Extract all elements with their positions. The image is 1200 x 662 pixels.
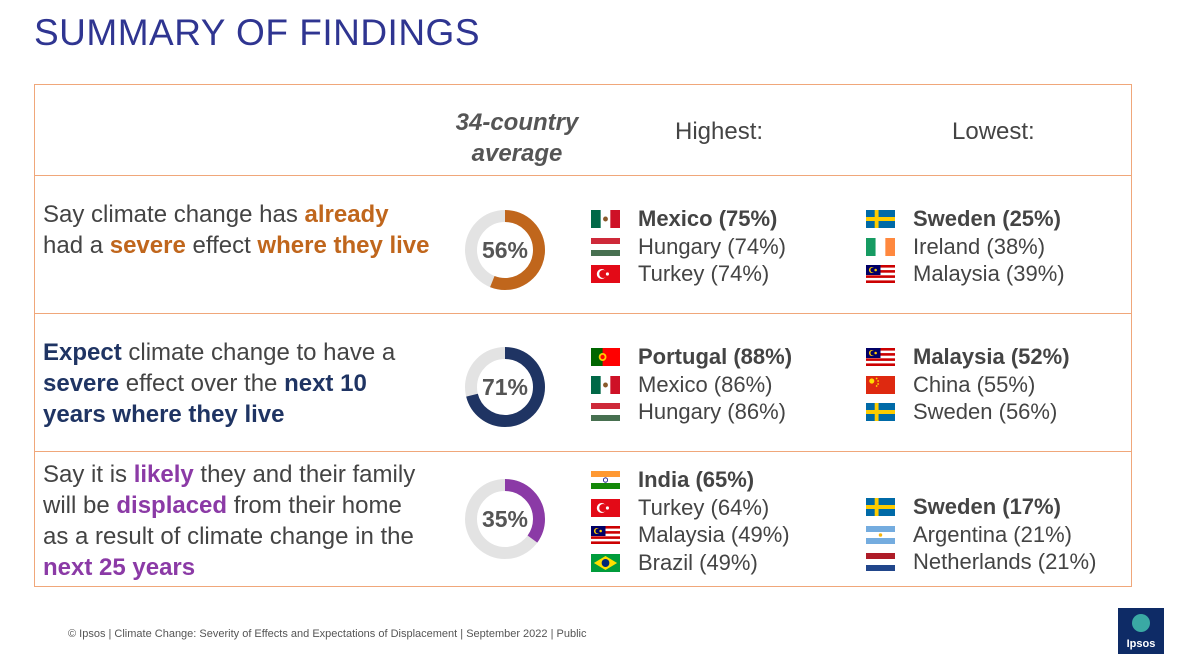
- donut-value-arc: [465, 347, 545, 427]
- footer-note: © Ipsos | Climate Change: Severity of Ef…: [68, 628, 587, 640]
- statement-text: Say it is: [43, 461, 134, 488]
- statement-text: they and their family will be: [43, 461, 416, 519]
- country-label: Mexico (75%): [638, 206, 778, 231]
- findings-table: 34-country average Highest: Lowest: Say …: [34, 84, 1132, 587]
- country-label: China (55%): [913, 371, 1036, 397]
- country-label: Brazil (49%): [638, 549, 758, 575]
- brazil-flag-icon: [591, 553, 620, 572]
- country-label: Turkey (64%): [638, 494, 770, 520]
- average-header-line2: average: [471, 140, 563, 167]
- statement-text: had a: [43, 232, 110, 259]
- average-value: 71%: [481, 374, 529, 400]
- average-value: 56%: [481, 237, 529, 263]
- average-header: 34-country average: [449, 107, 585, 169]
- country-label: Ireland (38%): [913, 233, 1046, 259]
- row-2-statement: Expect climate change to have a severe e…: [43, 337, 433, 430]
- page-title: SUMMARY OF FINDINGS: [34, 12, 481, 53]
- divider: [35, 313, 1131, 314]
- logo-figure: [1132, 614, 1150, 632]
- highest-header: Highest:: [675, 118, 764, 145]
- emphasis-text: next 25 years: [43, 554, 196, 581]
- statement-text: from their home as a result of climate c…: [43, 492, 414, 550]
- netherlands-flag-icon: [866, 553, 895, 571]
- lowest-header: Lowest:: [952, 118, 1035, 145]
- turkey-flag-icon: [591, 498, 620, 517]
- emphasis-text: already: [304, 201, 389, 228]
- average-value: 35%: [481, 506, 529, 532]
- india-flag-icon: [591, 471, 620, 489]
- china-flag-icon: [866, 375, 895, 394]
- row-2-donut-chart: 71%: [463, 345, 547, 429]
- sweden-flag-icon: [866, 210, 895, 228]
- donut-value-arc: [465, 479, 545, 559]
- statement-text: climate change to have a: [121, 339, 396, 366]
- row-1-donut-chart: 56%: [463, 208, 547, 292]
- country-label: Turkey (74%): [638, 261, 770, 286]
- ireland-flag-icon: [866, 237, 895, 256]
- emphasis-text: severe: [109, 232, 186, 259]
- emphasis-text: likely: [133, 461, 194, 488]
- hungary-flag-icon: [591, 237, 620, 256]
- country-label: Malaysia (49%): [638, 522, 790, 547]
- country-label: India (65%): [638, 467, 755, 492]
- divider: [35, 175, 1131, 176]
- mexico-flag-icon: [591, 210, 620, 228]
- mexico-flag-icon: [591, 375, 620, 394]
- emphasis-text: next 10 years where they live: [43, 370, 367, 428]
- row-3-statement: Say it is likely they and their family w…: [43, 459, 433, 583]
- argentina-flag-icon: [866, 525, 895, 544]
- statement-text: effect: [185, 232, 258, 259]
- country-label: Malaysia (52%): [913, 344, 1070, 369]
- donut-value-arc: [465, 210, 545, 290]
- ipsos-logo: Ipsos: [1118, 608, 1164, 654]
- country-label: Sweden (56%): [913, 399, 1058, 424]
- sweden-flag-icon: [866, 403, 895, 421]
- turkey-flag-icon: [591, 265, 620, 283]
- logo-text: Ipsos: [1126, 638, 1156, 650]
- portugal-flag-icon: [591, 348, 620, 366]
- hungary-flag-icon: [591, 403, 620, 421]
- divider: [35, 451, 1131, 452]
- row-1-statement: Say climate change has already had a sev…: [43, 199, 433, 261]
- country-label: Malaysia (39%): [913, 261, 1065, 286]
- row-3-donut-chart: 35%: [463, 477, 547, 561]
- country-label: Sweden (17%): [913, 494, 1061, 519]
- emphasis-text: severe: [43, 370, 120, 397]
- country-label: Mexico (86%): [638, 371, 773, 397]
- emphasis-text: where they live: [257, 232, 430, 259]
- country-label: Hungary (74%): [638, 233, 786, 259]
- country-label: Netherlands (21%): [913, 549, 1097, 574]
- malaysia-flag-icon: [591, 526, 620, 544]
- country-label: Portugal (88%): [638, 344, 793, 369]
- statement-text: Say climate change has: [43, 201, 305, 228]
- emphasis-text: Expect: [43, 339, 122, 366]
- malaysia-flag-icon: [866, 348, 895, 366]
- average-header-line1: 34-country: [455, 109, 579, 136]
- country-label: Hungary (86%): [638, 399, 786, 424]
- statement-text: effect over the: [119, 370, 285, 397]
- country-label: Sweden (25%): [913, 206, 1061, 231]
- emphasis-text: displaced: [116, 492, 228, 519]
- country-label: Argentina (21%): [913, 521, 1072, 547]
- sweden-flag-icon: [866, 498, 895, 516]
- malaysia-flag-icon: [866, 265, 895, 283]
